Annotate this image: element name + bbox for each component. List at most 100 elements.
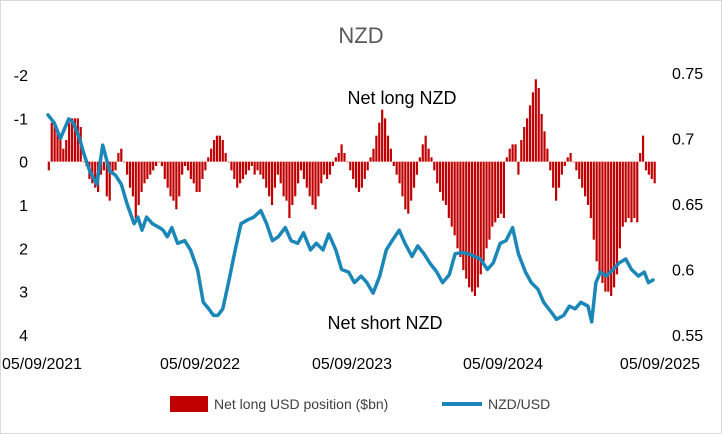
left-axis-ticks: -2 -1 0 1 2 3 4 bbox=[14, 68, 28, 345]
bar-65 bbox=[236, 161, 239, 188]
bar-20 bbox=[105, 161, 108, 197]
bar-60 bbox=[221, 140, 224, 162]
bar-119 bbox=[392, 161, 395, 166]
bar-123 bbox=[404, 161, 407, 210]
bar-16 bbox=[94, 161, 97, 188]
bar-52 bbox=[198, 161, 201, 192]
bar-169 bbox=[537, 88, 540, 162]
bar-126 bbox=[412, 161, 416, 188]
bar-160 bbox=[511, 144, 514, 162]
bar-27 bbox=[125, 161, 129, 175]
bar-182 bbox=[575, 161, 578, 171]
bar-111 bbox=[369, 157, 372, 162]
bar-109 bbox=[363, 161, 366, 179]
bar-113 bbox=[375, 135, 378, 162]
bar-37 bbox=[154, 161, 158, 166]
bar-21 bbox=[108, 161, 111, 201]
bar-74 bbox=[262, 161, 265, 179]
bar-133 bbox=[433, 161, 436, 171]
left-tick-label-0: -2 bbox=[14, 68, 28, 85]
bar-152 bbox=[488, 161, 491, 240]
bar-91 bbox=[311, 161, 314, 205]
bar-172 bbox=[546, 148, 549, 162]
bar-71 bbox=[253, 161, 256, 175]
bar-106 bbox=[354, 161, 358, 188]
bar-114 bbox=[378, 122, 381, 162]
bar-104 bbox=[349, 161, 352, 171]
bar-95 bbox=[323, 161, 326, 175]
bar-68 bbox=[244, 161, 248, 175]
x-tick-label-3: 05/09/2024 bbox=[463, 356, 543, 373]
bar-191 bbox=[601, 161, 604, 283]
bar-124 bbox=[407, 161, 410, 214]
annotation-net-short: Net short NZD bbox=[327, 313, 442, 333]
right-tick-label-3: 0.7 bbox=[672, 132, 694, 149]
bar-86 bbox=[297, 161, 300, 184]
bar-4 bbox=[59, 140, 62, 162]
bar-127 bbox=[415, 161, 419, 175]
bar-101 bbox=[340, 144, 343, 162]
bar-22 bbox=[111, 161, 114, 175]
bar-196 bbox=[615, 161, 619, 275]
bar-98 bbox=[331, 161, 334, 166]
bar-149 bbox=[479, 161, 482, 275]
bar-63 bbox=[230, 161, 233, 171]
bar-183 bbox=[578, 161, 581, 179]
bar-19 bbox=[102, 161, 105, 171]
bar-31 bbox=[137, 161, 140, 205]
bar-93 bbox=[317, 161, 320, 197]
x-tick-label-4: 05/09/2025 bbox=[620, 356, 700, 373]
bar-159 bbox=[508, 148, 511, 162]
bar-154 bbox=[494, 161, 497, 223]
bar-187 bbox=[589, 161, 592, 218]
legend: Net long USD position ($bn) NZD/USD bbox=[170, 396, 550, 412]
bar-96 bbox=[326, 161, 329, 179]
bar-69 bbox=[247, 161, 250, 171]
bar-77 bbox=[270, 161, 274, 205]
bar-67 bbox=[241, 161, 245, 179]
bar-38 bbox=[157, 161, 161, 163]
bar-137 bbox=[444, 161, 448, 205]
bar-185 bbox=[583, 161, 587, 197]
bar-83 bbox=[288, 161, 291, 218]
bar-141 bbox=[456, 161, 459, 249]
bar-155 bbox=[497, 161, 500, 218]
left-tick-label-2: 0 bbox=[19, 155, 28, 172]
bar-107 bbox=[357, 161, 361, 192]
bar-115 bbox=[381, 109, 384, 162]
bar-170 bbox=[540, 114, 543, 162]
bar-162 bbox=[517, 161, 520, 175]
bar-125 bbox=[410, 161, 413, 201]
bar-26 bbox=[123, 161, 126, 163]
right-tick-label-2: 0.65 bbox=[672, 197, 703, 214]
bar-174 bbox=[552, 161, 555, 188]
bar-199 bbox=[624, 161, 627, 223]
bar-161 bbox=[514, 144, 517, 162]
bar-118 bbox=[389, 148, 392, 162]
bar-57 bbox=[212, 140, 216, 162]
bar-64 bbox=[233, 161, 236, 179]
annotation-net-long: Net long NZD bbox=[347, 88, 456, 108]
bar-92 bbox=[314, 161, 317, 210]
bar-138 bbox=[447, 161, 450, 218]
bar-97 bbox=[328, 161, 332, 175]
bar-73 bbox=[259, 161, 262, 175]
bar-176 bbox=[557, 161, 561, 188]
bar-105 bbox=[352, 161, 355, 179]
bar-208 bbox=[650, 161, 653, 179]
bar-23 bbox=[114, 161, 117, 171]
bar-117 bbox=[386, 135, 390, 162]
bar-203 bbox=[636, 161, 639, 223]
bar-205 bbox=[641, 135, 645, 162]
bar-76 bbox=[268, 161, 271, 197]
bar-87 bbox=[299, 161, 303, 171]
legend-label-bar: Net long USD position ($bn) bbox=[214, 396, 388, 412]
bar-128 bbox=[418, 157, 421, 162]
bar-177 bbox=[560, 161, 563, 175]
bar-55 bbox=[207, 157, 210, 162]
bar-153 bbox=[491, 161, 494, 227]
bar-66 bbox=[239, 161, 242, 184]
bar-192 bbox=[604, 161, 607, 292]
